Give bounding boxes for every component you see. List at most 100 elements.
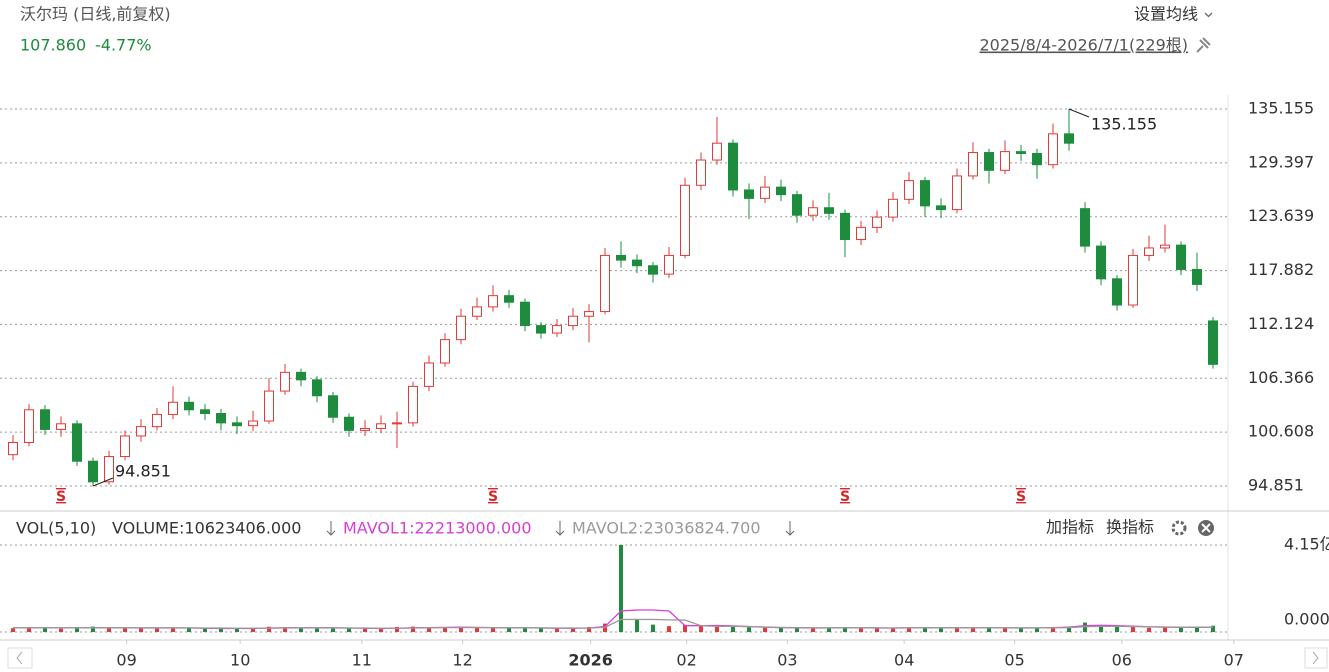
volume-bar <box>331 627 335 632</box>
volume-bar <box>155 628 159 632</box>
candle-body <box>1064 133 1074 144</box>
volume-bar <box>1179 627 1183 632</box>
volume-bar <box>27 627 31 632</box>
candle-body <box>152 413 162 428</box>
volume-bar <box>59 628 63 632</box>
x-tick-label: 2026 <box>568 651 613 670</box>
switch-indicator[interactable]: 换指标 <box>1106 518 1154 537</box>
x-tick-label: 07 <box>1224 651 1244 670</box>
candle-body <box>1144 247 1154 256</box>
settings-icon[interactable] <box>1171 520 1187 536</box>
candle-body <box>344 416 354 431</box>
volume-bar <box>619 545 623 632</box>
candle-body <box>632 259 642 267</box>
y-tick-label: 100.608 <box>1248 422 1314 441</box>
volume-bar <box>667 626 671 632</box>
x-tick-label: 06 <box>1112 651 1132 670</box>
candle-body <box>616 254 626 261</box>
dropdown-icon[interactable] <box>1204 12 1213 18</box>
volume-bar <box>1163 627 1167 632</box>
volume-bar <box>859 628 863 632</box>
candle-body <box>568 315 578 327</box>
volume-bar <box>763 627 767 632</box>
x-tick-label: 03 <box>777 651 797 670</box>
candle-body <box>600 254 610 313</box>
candle-body <box>1048 133 1058 166</box>
volume-bar <box>427 627 431 632</box>
volume-bar <box>1147 627 1151 632</box>
candle-body <box>216 413 226 424</box>
candle-body <box>248 420 258 427</box>
volume-bar <box>379 628 383 632</box>
volume-bar <box>699 625 703 632</box>
volume-bar <box>971 627 975 632</box>
candle-body <box>984 152 994 171</box>
candle-body <box>56 423 66 430</box>
mavol1-legend: MAVOL1:22213000.000 <box>343 519 532 538</box>
volume-bar <box>43 627 47 632</box>
date-range[interactable]: 2025/8/4-2026/7/1(229根) <box>979 36 1188 55</box>
y-tick-label: 94.851 <box>1248 476 1304 495</box>
y-tick-label: 0.000 <box>1284 610 1329 629</box>
volume-bar <box>411 626 415 632</box>
candle-body <box>520 301 530 327</box>
volume-bar <box>875 628 879 632</box>
y-tick-label: 106.366 <box>1248 368 1314 387</box>
ma-settings[interactable]: 设置均线 <box>1134 5 1198 24</box>
volume-bar <box>11 628 15 632</box>
volume-bar <box>171 627 175 632</box>
volume-bar <box>1035 627 1039 632</box>
volume-bar <box>715 625 719 632</box>
volume-bar <box>75 626 79 632</box>
chart-title: 沃尔玛 (日线,前复权) <box>20 5 171 24</box>
candle-body <box>440 339 450 364</box>
scroll-right[interactable] <box>1304 647 1328 669</box>
volume-bar <box>587 626 591 632</box>
scroll-left[interactable] <box>7 647 33 669</box>
candle-body <box>728 142 738 191</box>
volume-bar <box>235 628 239 632</box>
volume-bar <box>267 626 271 632</box>
candle-body <box>120 435 130 458</box>
volume-bar <box>523 627 527 632</box>
volume-bar <box>923 627 927 632</box>
candle-body <box>168 401 178 415</box>
y-tick-label: 112.124 <box>1248 314 1314 333</box>
candle-body <box>824 207 834 214</box>
candle-body <box>8 442 18 456</box>
pin-icon[interactable] <box>1196 37 1211 53</box>
candle-body <box>936 205 946 211</box>
candle-body <box>1096 245 1106 280</box>
volume-bar <box>459 627 463 632</box>
candle-body <box>392 422 402 425</box>
volume-bar <box>187 628 191 632</box>
candle-body <box>504 295 514 303</box>
x-tick-label: 04 <box>894 651 914 670</box>
candle-body <box>1112 278 1122 306</box>
x-tick-label: 02 <box>676 651 696 670</box>
candle-body <box>232 422 242 427</box>
event-marker: S <box>488 489 498 505</box>
candle-body <box>648 265 658 275</box>
y-tick-label: 123.639 <box>1248 206 1314 225</box>
candle-body <box>904 180 914 200</box>
candle-body <box>1192 268 1202 285</box>
volume-bar <box>795 627 799 632</box>
candle-body <box>584 311 594 317</box>
candle-body <box>1176 244 1186 270</box>
add-indicator[interactable]: 加指标 <box>1046 518 1094 537</box>
volume-bar <box>747 627 751 632</box>
volume-bar <box>907 627 911 632</box>
candle-body <box>1032 152 1042 166</box>
volume-bar <box>811 628 815 632</box>
candle-body <box>1080 208 1090 247</box>
volume-bar <box>987 627 991 632</box>
close-icon-x <box>1201 523 1211 533</box>
mavol-line <box>13 618 1214 629</box>
candle-body <box>968 152 978 177</box>
volume-bar <box>827 628 831 632</box>
volume-bar <box>539 628 543 632</box>
volume-bar <box>107 627 111 632</box>
candle-body <box>888 198 898 218</box>
x-tick-label: 10 <box>230 651 250 670</box>
